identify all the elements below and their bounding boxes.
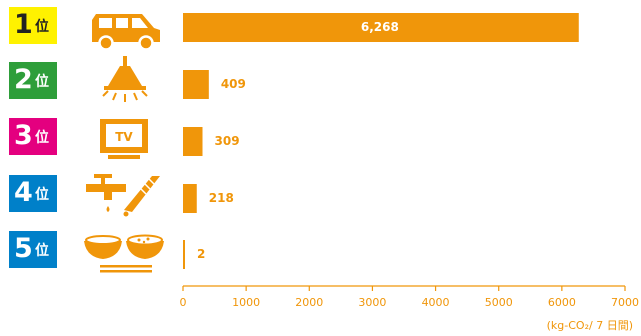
car-icon: [92, 14, 160, 51]
bar-3: [183, 127, 203, 156]
bar-4: [183, 184, 197, 213]
rank-number: 1: [14, 9, 33, 40]
x-tick-label: 3000: [358, 296, 387, 309]
rank-badge-2: 2 位: [9, 62, 57, 99]
unit-label: (kg-CO₂/ 7 日間): [546, 319, 633, 332]
x-tick-label: 6000: [547, 296, 576, 309]
rank-badge-4: 4 位: [9, 175, 57, 212]
faucet-toothbrush-icon: [86, 174, 160, 217]
x-tick-label: 4000: [421, 296, 450, 309]
value-label: 409: [220, 76, 246, 91]
value-label: 309: [214, 133, 240, 148]
rank-number: 4: [14, 177, 33, 208]
rank-suffix: 位: [35, 243, 49, 259]
rank-number: 2: [14, 64, 33, 95]
rank-suffix: 位: [35, 187, 49, 203]
rank-suffix: 位: [35, 19, 49, 35]
bar-2: [183, 70, 209, 99]
rank-badge-5: 5 位: [9, 231, 57, 268]
x-axis: [182, 285, 626, 291]
svg-text:TV: TV: [115, 130, 133, 144]
rank-badge-3: 3 位: [9, 118, 57, 155]
bars-layer: [183, 13, 579, 269]
rice-bowls-chopsticks-icon: [84, 234, 164, 273]
x-tick-label: 5000: [484, 296, 513, 309]
rank-suffix: 位: [35, 74, 49, 90]
bar-1: [183, 13, 579, 42]
x-tick-label: 7000: [611, 296, 639, 309]
ceiling-light-icon: [102, 56, 148, 102]
x-tick-label: 1000: [232, 296, 261, 309]
rank-suffix: 位: [35, 130, 49, 146]
value-label: 2: [197, 246, 206, 261]
value-label: 218: [208, 190, 234, 205]
bar-5: [183, 240, 185, 269]
rank-number: 3: [14, 120, 33, 151]
value-label: 6,268: [360, 19, 399, 34]
tv-icon: TV: [100, 119, 148, 159]
rank-number: 5: [14, 233, 33, 264]
x-tick-label: 2000: [295, 296, 324, 309]
rank-badge-1: 1 位: [9, 7, 57, 44]
x-tick-label: 0: [179, 296, 187, 309]
